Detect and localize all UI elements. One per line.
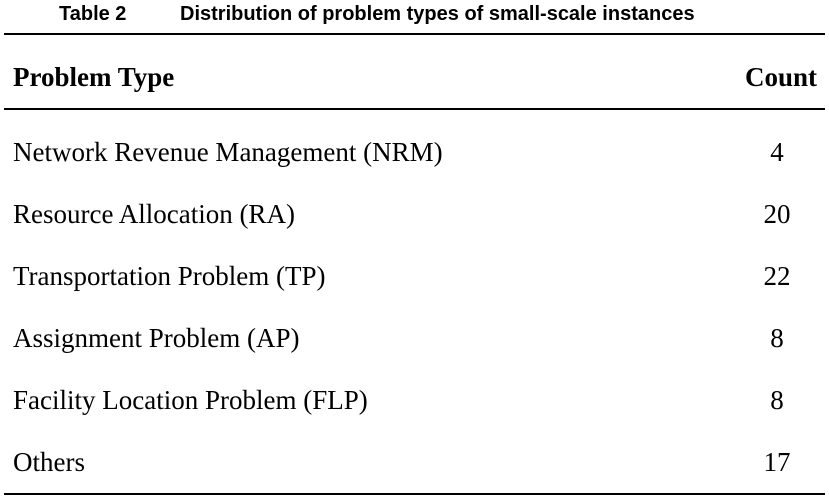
count-cell: 20 (763, 199, 791, 229)
problem-type-cell: Resource Allocation (RA) (13, 199, 295, 229)
top-rule (4, 33, 825, 35)
table-caption: Table 2 Distribution of problem types of… (0, 1, 829, 27)
header-problem-type: Problem Type (13, 62, 175, 92)
problem-type-cell: Transportation Problem (TP) (13, 261, 326, 291)
table-title: Distribution of problem types of small-s… (180, 3, 695, 25)
count-cell: 4 (770, 137, 784, 167)
table-row: Transportation Problem (TP) 22 (0, 245, 829, 307)
header-rule (4, 108, 825, 110)
count-cell: 8 (770, 385, 784, 415)
problem-type-cell: Assignment Problem (AP) (13, 323, 300, 353)
table-header-row: Problem Type Count (0, 60, 829, 94)
table-row: Network Revenue Management (NRM) 4 (0, 121, 829, 183)
problem-type-cell: Facility Location Problem (FLP) (13, 385, 368, 415)
count-cell: 22 (763, 261, 791, 291)
bottom-rule (4, 493, 825, 495)
table-row: Resource Allocation (RA) 20 (0, 183, 829, 245)
table-row: Others 17 (0, 431, 829, 493)
problem-type-cell: Network Revenue Management (NRM) (13, 137, 443, 167)
header-count: Count (744, 62, 817, 92)
table-row: Facility Location Problem (FLP) 8 (0, 369, 829, 431)
count-cell: 8 (770, 323, 784, 353)
count-cell: 17 (763, 447, 791, 477)
table-number: Table 2 (59, 3, 127, 25)
table-body: Network Revenue Management (NRM) 4 Resou… (0, 121, 829, 493)
problem-type-cell: Others (13, 447, 85, 477)
table-row: Assignment Problem (AP) 8 (0, 307, 829, 369)
